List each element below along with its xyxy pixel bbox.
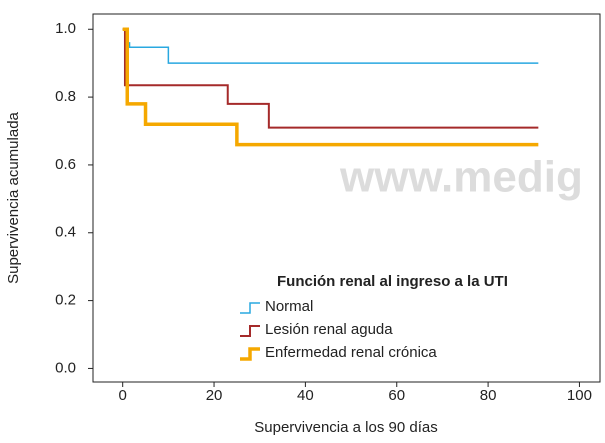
survival-curve [122,27,539,147]
y-tick-label: 0.8 [55,88,76,105]
survival-curve [122,28,539,129]
x-tick-label: 60 [388,387,405,404]
plot-frame [92,13,601,383]
legend-symbol [240,302,260,314]
legend-label: Enfermedad renal crónica [265,344,437,361]
legend-label: Normal [265,298,313,315]
y-axis-label: Supervivencia acumulada [5,111,22,283]
x-tick-label: 40 [297,387,314,404]
x-tick-label: 100 [567,387,592,404]
legend-symbol [240,347,260,361]
legend-title: Función renal al ingreso a la UTI [277,273,508,290]
survival-curve [122,28,539,64]
y-tick-label: 0.6 [55,156,76,173]
y-tick-label: 0.2 [55,292,76,309]
y-tick-label: 0.0 [55,359,76,376]
x-tick-label: 80 [480,387,497,404]
legend-symbol [240,325,260,337]
y-tick-label: 0.4 [55,224,76,241]
watermark: www.medig [339,153,583,202]
x-axis-label: Supervivencia a los 90 días [254,419,437,436]
y-tick-label: 1.0 [55,20,76,37]
x-tick-label: 20 [206,387,223,404]
legend-label: Lesión renal aguda [265,321,393,338]
x-tick-label: 0 [119,387,127,404]
